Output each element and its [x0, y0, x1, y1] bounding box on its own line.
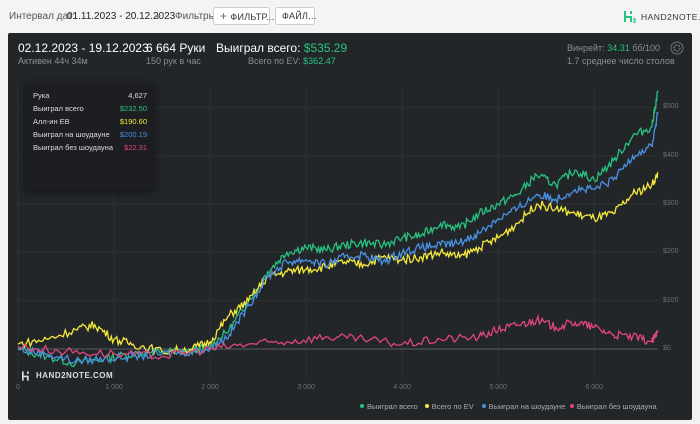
- avg-tables: 1.7 среднее число столов: [567, 56, 675, 66]
- tooltip-label: Выиграл на шоудауне: [33, 130, 110, 139]
- series-line: [17, 90, 659, 368]
- legend-dot-icon: [360, 404, 364, 408]
- tooltip-label: Рука: [33, 91, 50, 100]
- plus-icon: +: [220, 9, 228, 23]
- y-tick-label: $200: [663, 248, 679, 256]
- y-tick-label: $300: [663, 200, 679, 207]
- x-tick-label: 5 000: [489, 384, 507, 391]
- series-line: [17, 111, 659, 366]
- file-button-label: ФАЙЛ...: [282, 11, 317, 21]
- legend-dot-icon: [569, 404, 574, 408]
- file-button[interactable]: ФАЙЛ...: [275, 7, 317, 25]
- x-tick-label: 2 000: [201, 384, 219, 391]
- tooltip-value: $200.19: [119, 130, 147, 139]
- legend-dot-icon: [481, 404, 486, 408]
- tooltip-row: Рука 4,627: [33, 91, 147, 100]
- legend-item[interactable]: Выиграл без шоудауна: [569, 402, 657, 411]
- y-tick-label: $500: [663, 103, 679, 111]
- hands-count: 6 664 Руки: [146, 41, 206, 55]
- x-tick-label: 4 000: [393, 384, 411, 391]
- filter-button[interactable]: + ФИЛЬТР...: [213, 7, 274, 25]
- gear-icon[interactable]: [670, 41, 684, 55]
- x-tick-label: 6 000: [585, 384, 603, 391]
- tooltip-label: Алл-ин ЕВ: [33, 117, 70, 126]
- session-range: 02.12.2023 - 19.12.2023: [18, 41, 149, 55]
- date-range-label: Интервал дат:: [9, 11, 76, 22]
- hands-per-hour: 150 рук в час: [146, 56, 201, 66]
- legend-label: Выиграл всего: [367, 402, 418, 411]
- won-total: Выиграл всего: $535.29: [216, 41, 347, 55]
- won-total-label: Выиграл всего:: [216, 41, 301, 55]
- bankroll-chart: [17, 88, 659, 378]
- ev-total-value: $362.47: [303, 56, 336, 66]
- top-toolbar: Интервал дат: 01.11.2023 - 20.12.2023 Фи…: [0, 0, 700, 32]
- winrate-value: 34.31: [607, 43, 630, 53]
- graph-panel: 02.12.2023 - 19.12.2023 Активен 44ч 34м …: [8, 33, 692, 420]
- y-tick-label: $100: [663, 296, 679, 304]
- legend-item[interactable]: Всего по EV: [424, 402, 474, 411]
- tooltip-row: Выиграл без шоудауна $22.31: [33, 143, 147, 152]
- tooltip-value: $232.50: [119, 104, 147, 113]
- tooltip-row: Алл-ин ЕВ $190.60: [33, 117, 147, 126]
- tooltip-value: $22.31: [124, 143, 147, 152]
- legend-label: Выиграл без шоудауна: [576, 402, 657, 411]
- filter-button-label: ФИЛЬТР...: [230, 12, 275, 22]
- series-line: [17, 171, 659, 357]
- date-range-select[interactable]: 01.11.2023 - 20.12.2023: [67, 11, 176, 22]
- won-total-value: $535.29: [303, 41, 348, 55]
- x-tick-label: 0: [16, 384, 20, 391]
- filters-label: Фильтры:: [175, 11, 219, 22]
- winrate-unit: бб/100: [632, 43, 661, 53]
- active-time: Активен 44ч 34м: [18, 56, 88, 66]
- tooltip-row: Выиграл всего $232.50: [33, 104, 147, 113]
- ev-total-label: Всего по EV:: [248, 56, 301, 66]
- watermark-logo-icon: [22, 371, 29, 381]
- x-tick-label: 1 000: [105, 384, 123, 391]
- series-line: [17, 313, 659, 360]
- tooltip-value: $190.60: [119, 117, 147, 126]
- hover-tooltip: Рука 4,627 Выиграл всего $232.50 Алл-ин ЕВ $1…: [25, 82, 154, 190]
- x-tick-label: 3 000: [297, 384, 315, 391]
- winrate: Винрейт: 34.31 бб/100: [567, 43, 660, 53]
- logo-text: HAND2NOTE.COM: [641, 12, 700, 22]
- legend-label: Выиграл на шоудауне: [488, 402, 566, 411]
- legend-item[interactable]: Выиграл всего: [360, 402, 418, 411]
- y-tick-label: $400: [663, 151, 679, 159]
- watermark-text: HAND2NOTE.COM: [36, 371, 114, 380]
- tooltip-label: Выиграл без шоудауна: [33, 143, 113, 152]
- winrate-label: Винрейт:: [567, 43, 605, 53]
- y-tick-label: $0: [663, 345, 671, 352]
- chevron-down-icon[interactable]: [155, 15, 161, 19]
- legend-label: Всего по EV: [431, 402, 474, 411]
- tooltip-row: Выиграл на шоудауне $200.19: [33, 130, 147, 139]
- h2n-logo-icon: [624, 11, 636, 23]
- legend-dot-icon: [424, 404, 429, 408]
- ev-total: Всего по EV: $362.47: [248, 56, 336, 66]
- tooltip-label: Выиграл всего: [33, 104, 84, 113]
- tooltip-value: 4,627: [128, 91, 147, 100]
- legend-item[interactable]: Выиграл на шоудауне: [481, 402, 566, 411]
